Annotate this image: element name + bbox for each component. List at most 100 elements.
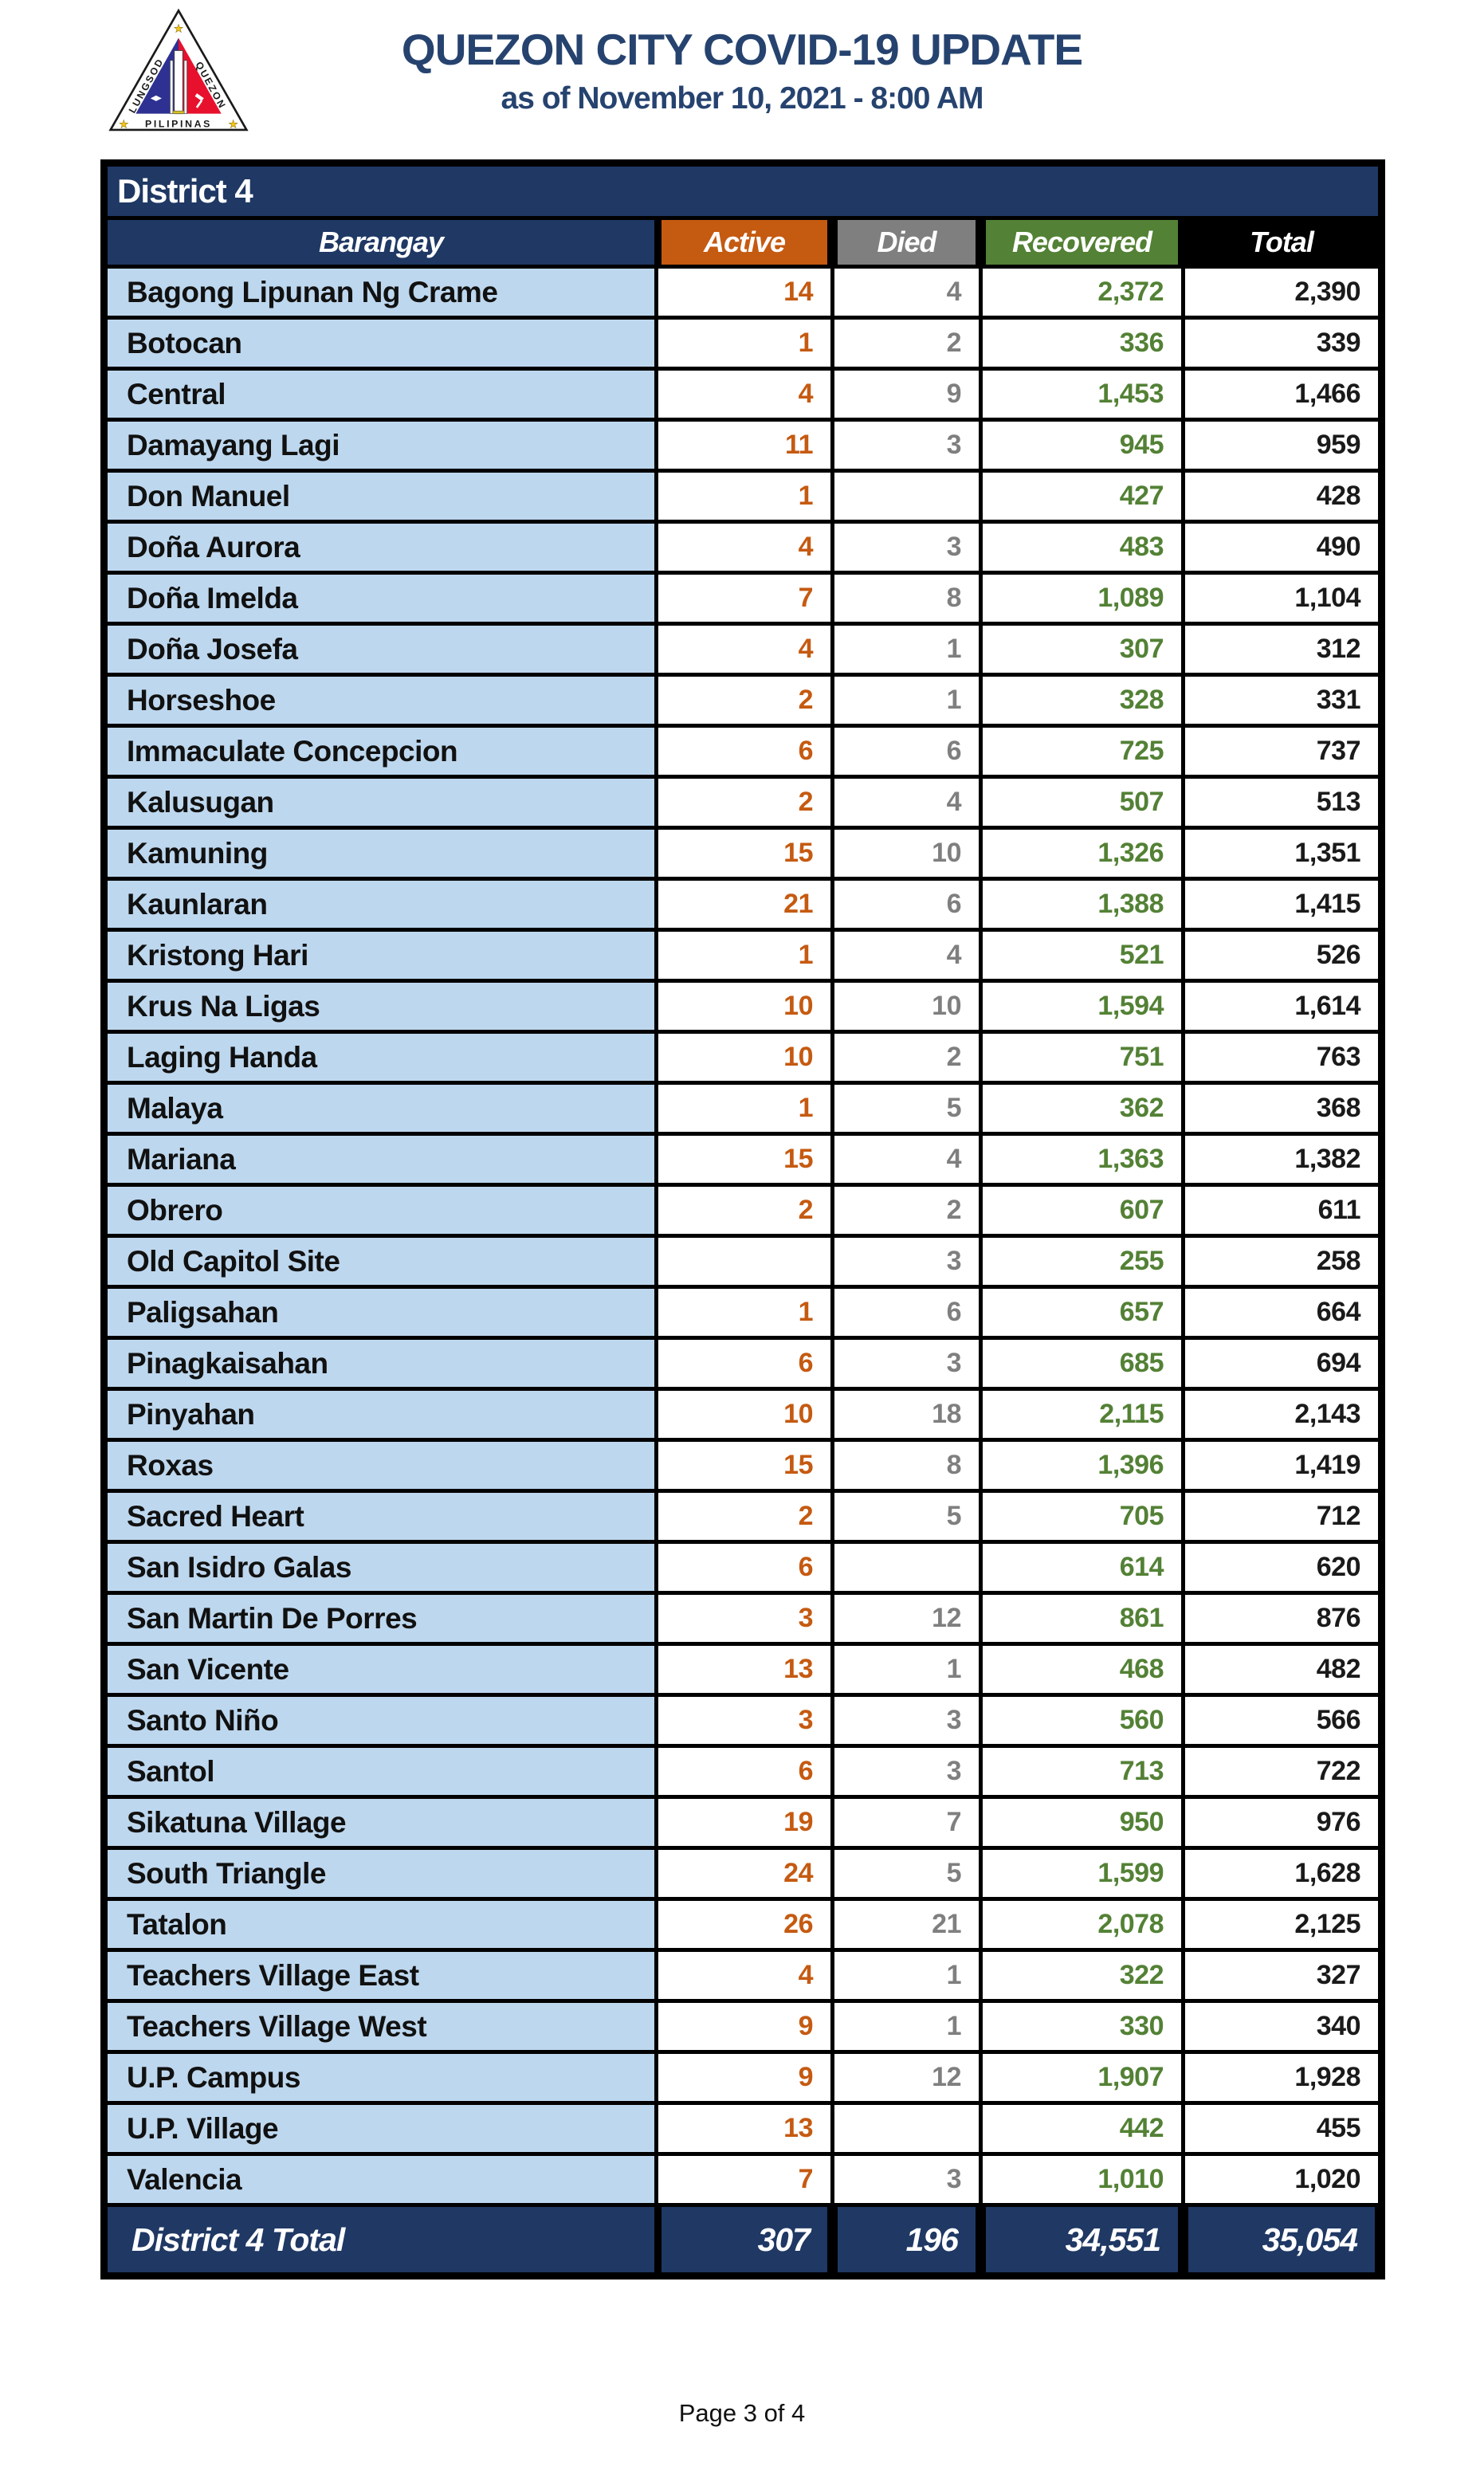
barangay-name-cell: Santol xyxy=(108,1748,654,1795)
recovered-count-cell: 483 xyxy=(983,524,1181,571)
barangay-name-cell: Sikatuna Village xyxy=(108,1799,654,1846)
barangay-name-cell: Laging Handa xyxy=(108,1034,654,1081)
died-count-cell: 2 xyxy=(834,1187,979,1234)
recovered-count-cell: 255 xyxy=(983,1238,1181,1285)
total-count-cell: 526 xyxy=(1185,932,1378,979)
recovered-count-cell: 468 xyxy=(983,1646,1181,1693)
barangay-name-cell: U.P. Village xyxy=(108,2105,654,2152)
recovered-count-cell: 2,372 xyxy=(983,269,1181,316)
barangay-name-cell: Kaunlaran xyxy=(108,881,654,928)
page-title: QUEZON CITY COVID-19 UPDATE xyxy=(401,25,1083,74)
died-count-cell: 21 xyxy=(834,1901,979,1948)
total-count-cell: 513 xyxy=(1185,779,1378,826)
barangay-name-cell: Doña Josefa xyxy=(108,626,654,673)
died-count-cell: 2 xyxy=(834,320,979,367)
total-count-cell: 368 xyxy=(1185,1085,1378,1132)
active-count-cell: 6 xyxy=(658,1544,830,1591)
died-count-cell xyxy=(834,1544,979,1591)
active-count-cell: 13 xyxy=(658,1646,830,1693)
total-count-cell: 428 xyxy=(1185,473,1378,520)
active-count-cell: 15 xyxy=(658,1442,830,1489)
died-count-cell: 1 xyxy=(834,2003,979,2050)
died-count-cell: 1 xyxy=(834,626,979,673)
active-count-cell: 10 xyxy=(658,1034,830,1081)
column-header-active-label: Active xyxy=(703,226,786,258)
barangay-name-cell: Paligsahan xyxy=(108,1289,654,1336)
recovered-count-cell: 1,010 xyxy=(983,2156,1181,2203)
died-count-cell: 3 xyxy=(834,1748,979,1795)
recovered-count-cell: 322 xyxy=(983,1952,1181,1999)
barangay-name-cell: Pinyahan xyxy=(108,1391,654,1438)
barangay-name-cell: Doña Aurora xyxy=(108,524,654,571)
barangay-name-cell: Immaculate Concepcion xyxy=(108,728,654,775)
total-count-cell: 664 xyxy=(1185,1289,1378,1336)
died-count-cell: 1 xyxy=(834,677,979,724)
died-count-cell: 4 xyxy=(834,932,979,979)
recovered-count-cell: 1,388 xyxy=(983,881,1181,928)
svg-text:★: ★ xyxy=(174,22,184,35)
active-count-cell: 2 xyxy=(658,1187,830,1234)
barangay-name-cell: Santo Niño xyxy=(108,1697,654,1744)
recovered-count-cell: 1,907 xyxy=(983,2054,1181,2101)
died-count-cell: 4 xyxy=(834,1136,979,1183)
died-count-cell: 6 xyxy=(834,728,979,775)
recovered-count-cell: 945 xyxy=(983,422,1181,469)
died-count-cell: 7 xyxy=(834,1799,979,1846)
column-header-total-label: Total xyxy=(1250,226,1314,258)
district-total-died: 196 xyxy=(838,2207,976,2272)
died-count-cell: 3 xyxy=(834,524,979,571)
active-count-cell: 4 xyxy=(658,1952,830,1999)
district-total-active: 307 xyxy=(662,2207,827,2272)
active-count-cell: 6 xyxy=(658,1340,830,1387)
total-count-cell: 1,020 xyxy=(1185,2156,1378,2203)
column-header-barangay: Barangay xyxy=(108,220,654,265)
died-count-cell: 12 xyxy=(834,2054,979,2101)
died-count-cell: 6 xyxy=(834,1289,979,1336)
active-count-cell: 6 xyxy=(658,1748,830,1795)
report-header: ★ ★ ★ LUNGSOD QUEZON PILIPINAS QUEZON CI… xyxy=(0,0,1484,159)
district-total-label-cell: District 4 Total xyxy=(108,2207,654,2272)
barangay-name-cell: Krus Na Ligas xyxy=(108,983,654,1030)
svg-text:★: ★ xyxy=(119,117,129,130)
svg-text:★: ★ xyxy=(228,117,238,130)
district-total-label: District 4 Total xyxy=(108,2207,654,2272)
district-label: District 4 xyxy=(108,167,1378,216)
active-count-cell: 21 xyxy=(658,881,830,928)
column-header-active: Active xyxy=(658,220,830,265)
total-count-cell: 1,351 xyxy=(1185,830,1378,877)
recovered-count-cell: 705 xyxy=(983,1493,1181,1540)
died-count-cell: 5 xyxy=(834,1850,979,1897)
recovered-count-cell: 1,453 xyxy=(983,371,1181,418)
died-count-cell: 3 xyxy=(834,1340,979,1387)
died-count-cell: 3 xyxy=(834,1697,979,1744)
active-count-cell: 26 xyxy=(658,1901,830,1948)
total-count-cell: 763 xyxy=(1185,1034,1378,1081)
barangay-name-cell: Kamuning xyxy=(108,830,654,877)
barangay-name-cell: Bagong Lipunan Ng Crame xyxy=(108,269,654,316)
active-count-cell: 6 xyxy=(658,728,830,775)
district-total-recovered-cell: 34,551 xyxy=(983,2207,1181,2272)
barangay-name-cell: Obrero xyxy=(108,1187,654,1234)
district-total-recovered: 34,551 xyxy=(986,2207,1178,2272)
active-count-cell: 9 xyxy=(658,2003,830,2050)
barangay-name-cell: Horseshoe xyxy=(108,677,654,724)
barangay-name-cell: Valencia xyxy=(108,2156,654,2203)
quezon-city-seal-icon: ★ ★ ★ LUNGSOD QUEZON PILIPINAS xyxy=(108,8,249,134)
active-count-cell: 2 xyxy=(658,779,830,826)
recovered-count-cell: 1,326 xyxy=(983,830,1181,877)
died-count-cell: 3 xyxy=(834,2156,979,2203)
total-count-cell: 1,628 xyxy=(1185,1850,1378,1897)
total-count-cell: 566 xyxy=(1185,1697,1378,1744)
barangay-name-cell: U.P. Campus xyxy=(108,2054,654,2101)
recovered-count-cell: 1,594 xyxy=(983,983,1181,1030)
barangay-name-cell: Kalusugan xyxy=(108,779,654,826)
died-count-cell xyxy=(834,473,979,520)
barangay-name-cell: Roxas xyxy=(108,1442,654,1489)
recovered-count-cell: 328 xyxy=(983,677,1181,724)
recovered-count-cell: 427 xyxy=(983,473,1181,520)
died-count-cell xyxy=(834,2105,979,2152)
active-count-cell: 7 xyxy=(658,575,830,622)
died-count-cell: 5 xyxy=(834,1085,979,1132)
active-count-cell: 1 xyxy=(658,473,830,520)
